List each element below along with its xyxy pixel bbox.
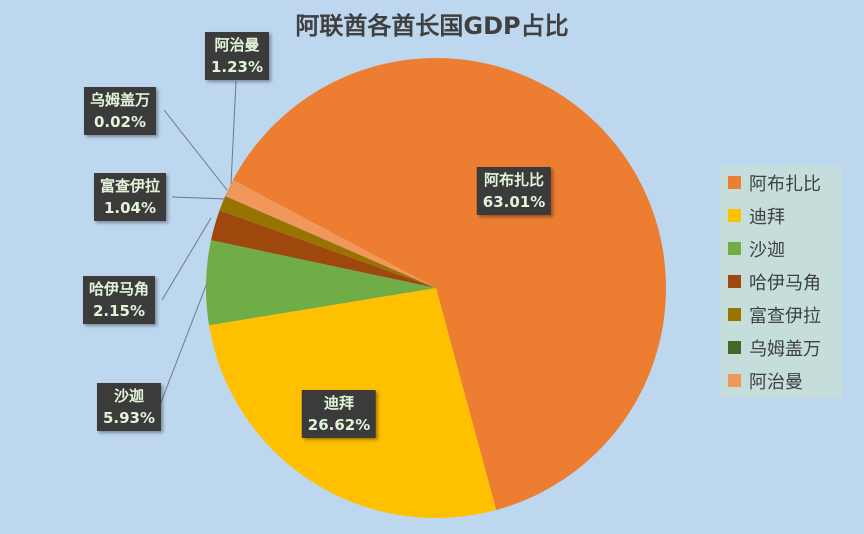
data-label: 富查伊拉 1.04% [93, 173, 167, 221]
legend-swatch [728, 176, 741, 189]
legend-item: 哈伊马角 [720, 265, 842, 298]
pie-slice-2 [205, 240, 436, 326]
leader-line [161, 217, 212, 301]
legend-label: 沙迦 [749, 239, 785, 261]
data-label-value: 5.93% [102, 409, 156, 427]
data-label-category: 沙迦 [113, 387, 145, 405]
pie-slice-5 [225, 196, 436, 288]
data-label: 阿布扎比 63.01% [476, 167, 552, 215]
data-label: 阿治曼 1.23% [204, 32, 270, 80]
data-label-value: 0.02% [93, 113, 147, 131]
legend-label: 乌姆盖万 [749, 338, 821, 360]
legend-swatch [728, 209, 741, 222]
chart-title: 阿联酋各酋长国GDP占比 [295, 12, 569, 40]
legend: 阿布扎比迪拜沙迦哈伊马角富查伊拉乌姆盖万阿治曼 [720, 166, 842, 398]
legend-item: 沙迦 [720, 232, 842, 265]
data-label-value: 1.04% [103, 199, 157, 217]
pie-slice-4 [219, 196, 436, 288]
data-label: 哈伊马角 2.15% [82, 276, 156, 324]
legend-swatch [728, 242, 741, 255]
data-label-value: 2.15% [92, 302, 146, 320]
leader-line [159, 282, 208, 406]
data-label-value: 1.23% [210, 58, 264, 76]
legend-item: 迪拜 [720, 199, 842, 232]
data-label-value: 26.62% [307, 416, 371, 434]
data-label-category: 富查伊拉 [99, 177, 161, 195]
legend-swatch [728, 308, 741, 321]
leader-line [163, 109, 228, 191]
legend-item: 阿治曼 [720, 364, 842, 397]
legend-label: 阿布扎比 [749, 173, 821, 195]
pie-slice-0 [232, 57, 666, 510]
pie-slice-6 [225, 180, 436, 288]
legend-swatch [728, 275, 741, 288]
data-label: 沙迦 5.93% [96, 383, 162, 431]
legend-swatch [728, 341, 741, 354]
leader-line [230, 80, 237, 185]
data-label-category: 阿治曼 [214, 36, 260, 54]
legend-label: 阿治曼 [749, 371, 803, 393]
legend-label: 哈伊马角 [749, 272, 821, 294]
pie-slice-3 [211, 210, 436, 288]
legend-item: 富查伊拉 [720, 298, 842, 331]
data-label-category: 阿布扎比 [483, 171, 545, 189]
data-label: 迪拜 26.62% [301, 390, 377, 438]
data-label-value: 63.01% [482, 193, 546, 211]
leader-line [171, 196, 228, 200]
data-label-category: 迪拜 [323, 394, 355, 412]
data-label: 乌姆盖万 0.02% [83, 87, 157, 135]
data-label-category: 乌姆盖万 [89, 91, 151, 109]
legend-swatch [728, 374, 741, 387]
data-label-category: 哈伊马角 [88, 280, 150, 298]
legend-item: 阿布扎比 [720, 166, 842, 199]
legend-label: 迪拜 [749, 206, 785, 228]
legend-label: 富查伊拉 [749, 305, 821, 327]
legend-item: 乌姆盖万 [720, 331, 842, 364]
